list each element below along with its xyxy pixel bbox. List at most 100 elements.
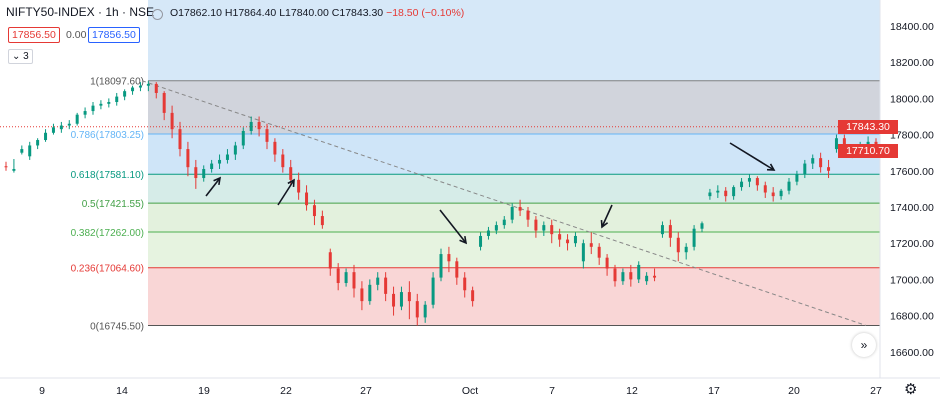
candle-body — [178, 129, 182, 150]
candle-body — [202, 168, 206, 179]
y-tick-label: 17000.00 — [890, 274, 934, 286]
indicator-count: 3 — [23, 51, 29, 62]
fib-label-0.786: 0.786(17803.25) — [71, 130, 144, 141]
gear-icon[interactable]: ⚙ — [904, 381, 918, 398]
x-tick-label: 7 — [549, 385, 555, 397]
arrow-5 — [729, 142, 775, 171]
open-value: O17862.10 — [170, 7, 222, 19]
fib-label-0.236: 0.236(17064.60) — [71, 264, 144, 275]
candle-body — [518, 207, 522, 211]
x-tick-label: 17 — [708, 385, 720, 397]
x-tick-label: 27 — [360, 385, 372, 397]
candle-body — [581, 243, 585, 262]
candle-body — [384, 277, 388, 294]
candle-body — [486, 230, 490, 236]
y-tick-label: 16600.00 — [890, 347, 934, 359]
arrow-4-head — [600, 219, 609, 229]
candle-body — [51, 127, 55, 133]
candle-body — [423, 304, 427, 318]
candle-body — [146, 83, 150, 86]
candle-body — [803, 163, 807, 175]
candle-body — [328, 252, 332, 269]
candle-body — [273, 141, 277, 155]
eye-icon[interactable] — [152, 9, 163, 20]
chevrons-right-icon[interactable]: » — [852, 333, 876, 357]
sell-button[interactable]: 17856.50 — [8, 27, 60, 43]
candle-body — [83, 111, 87, 115]
candle-body — [771, 192, 775, 197]
candle-body — [732, 187, 736, 197]
candle-body — [779, 190, 783, 197]
candle-body — [811, 158, 815, 164]
candle-body — [550, 225, 554, 235]
candle-body — [819, 158, 823, 168]
candle-body — [376, 277, 380, 285]
y-tick-label: 17400.00 — [890, 202, 934, 214]
fib-zone-5 — [148, 267, 880, 326]
candle-body — [471, 290, 475, 302]
arrow-5-head — [766, 163, 776, 171]
candle-body — [827, 167, 831, 171]
y-tick-label: 17200.00 — [890, 238, 934, 250]
arrow-3 — [439, 209, 467, 244]
candle-body — [605, 257, 609, 269]
x-tick-label: 19 — [198, 385, 210, 397]
candle-body — [463, 277, 467, 291]
y-tick-label: 18200.00 — [890, 57, 934, 69]
symbol-text: NIFTY50-INDEX · 1h · NSE — [6, 5, 155, 19]
candle-body — [613, 268, 617, 282]
arrow-1-head — [213, 176, 222, 186]
candle-body — [740, 181, 744, 188]
fib-zone-4 — [148, 231, 880, 268]
arrow-1 — [205, 177, 221, 197]
candle-body — [637, 264, 641, 280]
candle-body — [479, 235, 483, 247]
candle-body — [360, 288, 364, 302]
candle-body — [439, 254, 443, 278]
spread-value: 0.00 — [66, 29, 87, 41]
fib-zone-3 — [148, 203, 880, 232]
candle-body — [336, 268, 340, 284]
candle-body — [589, 243, 593, 247]
candle-body — [724, 190, 728, 197]
candle-body — [59, 125, 63, 130]
candle-body — [99, 103, 103, 106]
candle-body — [708, 192, 712, 197]
buy-button[interactable]: 17856.50 — [88, 27, 140, 43]
candle-body — [447, 254, 451, 262]
y-tick-label: 17600.00 — [890, 166, 934, 178]
change-value: −18.50 (−0.10%) — [386, 7, 465, 19]
ohlc-values: O17862.10 H17864.40 L17840.00 C17843.30 … — [170, 7, 464, 19]
candle-body — [186, 149, 190, 168]
y-tick-label: 18000.00 — [890, 93, 934, 105]
candle-body — [344, 272, 348, 284]
candle-body — [676, 237, 680, 253]
candle-body — [399, 292, 403, 307]
symbol-title[interactable]: NIFTY50-INDEX · 1h · NSE — [6, 5, 154, 19]
candle-body — [431, 277, 435, 305]
candle-body — [597, 246, 601, 258]
candle-body — [684, 246, 688, 253]
fib-label-0.618: 0.618(17581.10) — [71, 170, 144, 181]
candle-body — [755, 178, 759, 186]
candle-body — [502, 219, 506, 226]
candle-body — [162, 92, 166, 113]
candle-body — [573, 235, 577, 244]
candle-body — [352, 272, 356, 289]
indicators-collapse-button[interactable]: ⌄ 3 — [8, 49, 33, 64]
dashed-trendline — [141, 80, 867, 326]
candle-body — [763, 185, 767, 193]
candle-body — [75, 114, 79, 124]
y-tick-label: 18400.00 — [890, 21, 934, 33]
candle-body — [138, 85, 142, 88]
candle-body — [257, 121, 261, 130]
x-tick-label: 14 — [116, 385, 128, 397]
candle-body — [28, 145, 32, 157]
candle-body — [320, 216, 324, 226]
candle-body — [225, 154, 229, 160]
candle-body — [368, 284, 372, 302]
candle-body — [494, 225, 498, 231]
candle-body — [170, 112, 174, 130]
